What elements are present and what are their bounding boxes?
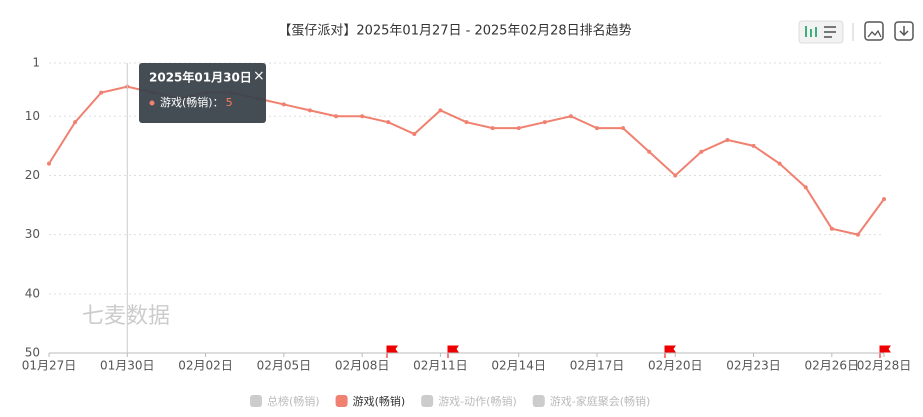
chart-title: 【蛋仔派对】2025年01月27日 - 2025年02月28日排名趋势: [278, 23, 631, 39]
y-tick-label: 30: [25, 227, 40, 241]
tooltip-close[interactable]: ×: [253, 68, 265, 84]
y-tick-label: 10: [25, 109, 40, 123]
x-tick-label: 02月11日: [413, 359, 468, 373]
data-point: [47, 161, 51, 166]
data-point: [647, 149, 652, 154]
tooltip-dot: [149, 100, 155, 106]
icon-bar: [805, 26, 807, 37]
data-point: [882, 197, 886, 202]
legend-swatch: [335, 395, 348, 407]
x-tick-label: 02月17日: [570, 359, 625, 373]
x-tick-label: 02月14日: [491, 359, 546, 373]
tooltip-date: 2025年01月30日: [149, 70, 252, 85]
legend-label[interactable]: 游戏(畅销): [353, 394, 406, 408]
x-tick-label: 01月27日: [22, 359, 77, 373]
y-tick-label: 20: [25, 168, 40, 182]
image-icon: [867, 29, 882, 38]
x-tick-label: 02月20日: [648, 359, 703, 373]
y-tick-label: 40: [25, 286, 40, 300]
x-tick-label: 02月08日: [335, 359, 390, 373]
y-tick-label: 1: [32, 56, 40, 70]
x-tick-label: 02月26日: [805, 359, 860, 373]
save-image-button[interactable]: [864, 21, 884, 41]
data-point: [281, 102, 286, 107]
data-point: [360, 114, 365, 119]
data-point: [516, 126, 521, 131]
icon-bar: [810, 29, 812, 37]
data-point: [621, 126, 626, 131]
data-point: [542, 120, 547, 125]
data-point: [725, 137, 730, 142]
data-point: [438, 108, 443, 113]
legend-swatch: [250, 395, 262, 407]
toolbar: [798, 20, 914, 44]
download-button[interactable]: [894, 21, 914, 41]
data-point: [777, 161, 782, 166]
legend-swatch: [421, 395, 434, 407]
y-tick-label: 50: [25, 346, 40, 360]
data-point: [386, 120, 391, 125]
watermark: 七麦数据: [82, 304, 170, 329]
data-point: [73, 120, 78, 125]
data-point: [412, 132, 417, 137]
legend: 总榜(畅销) 游戏(畅销) 游戏-动作(畅销) 游戏-家庭聚会(畅销): [250, 394, 650, 408]
event-flag[interactable]: [386, 345, 398, 358]
legend-label[interactable]: 游戏-家庭聚会(畅销): [550, 394, 651, 408]
tooltip: 2025年01月30日 × 游戏(畅销)： 5: [126, 63, 266, 353]
tooltip-box: [139, 63, 266, 123]
x-tick-label: 02月02日: [178, 359, 233, 373]
data-point: [673, 173, 678, 178]
icon-list: [824, 31, 836, 33]
data-point: [464, 120, 469, 125]
data-point: [751, 143, 756, 148]
data-point: [699, 149, 704, 154]
event-flag[interactable]: [664, 345, 676, 358]
icon-list: [824, 26, 836, 28]
legend-label[interactable]: 总榜(畅销): [267, 394, 320, 408]
x-tick-label: 02月28日: [857, 359, 912, 373]
x-tick-label: 02月23日: [726, 359, 781, 373]
icon-bar: [815, 27, 817, 37]
legend-label[interactable]: 游戏-动作(畅销): [438, 394, 517, 408]
event-flag[interactable]: [447, 345, 459, 358]
data-point: [568, 114, 573, 119]
download-icon: [899, 26, 909, 37]
icon-list: [824, 36, 832, 38]
x-tick-label: 01月30日: [100, 359, 155, 373]
x-tick-label: 02月05日: [257, 359, 312, 373]
legend-swatch: [532, 395, 545, 407]
tooltip-value: 5: [226, 96, 233, 109]
event-flag[interactable]: [879, 345, 891, 358]
flags: [386, 345, 891, 358]
data-point: [490, 126, 495, 131]
data-point: [594, 126, 599, 131]
data-point: [99, 90, 104, 95]
data-point: [803, 185, 808, 190]
data-point: [855, 232, 860, 237]
data-point: [829, 226, 834, 231]
data-point: [334, 114, 339, 119]
tooltip-label: 游戏(畅销)：: [160, 95, 224, 109]
data-point: [307, 108, 312, 113]
